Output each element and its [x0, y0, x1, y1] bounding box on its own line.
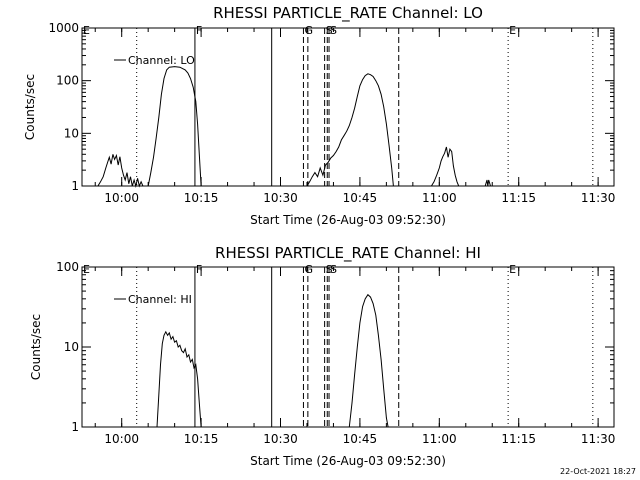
x-tick-label: 10:15 [184, 191, 219, 205]
event-flag-label: F [196, 263, 202, 276]
x-tick-label: 11:15 [501, 432, 536, 446]
series-line-lo [147, 66, 202, 187]
event-flag-label: S [330, 263, 337, 276]
series-line-lo [484, 179, 491, 187]
generated-timestamp: 22-Oct-2021 18:27 [560, 467, 636, 476]
x-tick-label: 10:30 [263, 191, 298, 205]
x-tick-label: 11:00 [422, 432, 457, 446]
chart-title: RHESSI PARTICLE_RATE Channel: LO [213, 4, 483, 23]
x-tick-label: 11:00 [422, 191, 457, 205]
y-tick-label: 1 [71, 420, 79, 434]
x-axis-label: Start Time (26-Aug-03 09:52:30) [250, 213, 446, 227]
y-tick-label: 1 [71, 179, 79, 193]
x-tick-label: 10:15 [184, 432, 219, 446]
event-flag-label: S [330, 24, 337, 37]
x-tick-label: 11:15 [501, 191, 536, 205]
series-line-lo [306, 73, 394, 187]
chart-panel-lo: RHESSI PARTICLE_RATE Channel: LO 1 10 100 10… [23, 4, 615, 227]
legend-label: Channel: LO [128, 54, 195, 67]
series-line-hi [156, 330, 202, 428]
x-tick-label: 11:30 [581, 432, 616, 446]
event-flag-label: F [196, 24, 202, 37]
event-flag-label: E [509, 24, 516, 37]
x-tick-label: 10:30 [263, 432, 298, 446]
x-tick-label: 10:00 [104, 432, 139, 446]
x-axis-label: Start Time (26-Aug-03 09:52:30) [250, 454, 446, 468]
event-flag-label: E [83, 263, 90, 276]
y-tick-label: 100 [56, 74, 79, 88]
y-tick-label: 100 [56, 260, 79, 274]
series-line-lo [97, 153, 144, 188]
event-flag-label: G [304, 24, 313, 37]
event-flag-label: G [304, 263, 313, 276]
y-tick-label: 1000 [48, 21, 79, 35]
y-axis-label: Counts/sec [23, 74, 37, 140]
event-flag-label: E [83, 24, 90, 37]
series-line-lo [430, 146, 460, 187]
series-line-hi [348, 293, 389, 428]
x-tick-label: 10:45 [343, 432, 378, 446]
x-tick-label: 10:45 [343, 191, 378, 205]
axes-frame [81, 27, 615, 187]
y-tick-label: 10 [64, 340, 79, 354]
event-flag-label: E [509, 263, 516, 276]
y-tick-label: 10 [64, 126, 79, 140]
y-axis-label: Counts/sec [29, 314, 43, 380]
chart-title: RHESSI PARTICLE_RATE Channel: HI [215, 244, 481, 263]
legend-label: Channel: HI [128, 293, 192, 306]
x-tick-label: 10:00 [104, 191, 139, 205]
chart-panel-hi: RHESSI PARTICLE_RATE Channel: HI 1 10 100 10… [29, 244, 615, 468]
x-tick-label: 11:30 [581, 191, 616, 205]
